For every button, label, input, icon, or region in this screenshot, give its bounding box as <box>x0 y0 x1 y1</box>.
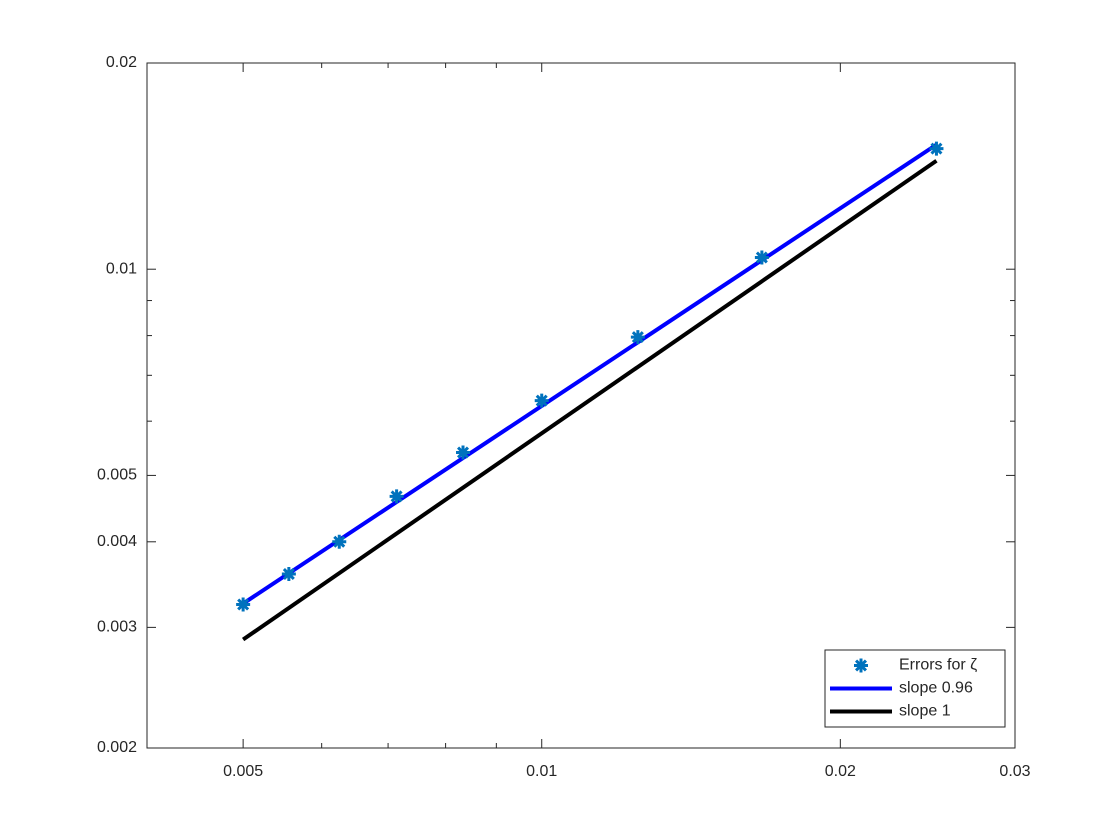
y-tick-label: 0.005 <box>97 467 137 484</box>
legend-marker <box>854 658 868 673</box>
legend-label: slope 1 <box>899 703 951 720</box>
series-line <box>242 142 938 606</box>
y-tick-label: 0.01 <box>106 260 137 277</box>
y-tick-label: 0.02 <box>106 54 137 71</box>
data-point <box>236 597 251 612</box>
data-point <box>630 330 645 345</box>
data-point <box>332 534 347 549</box>
y-tick-label: 0.004 <box>97 533 137 550</box>
data-point <box>389 489 404 504</box>
y-tick-label: 0.003 <box>97 619 137 636</box>
legend: Errors for ζ slope 0.96 slope 1 <box>824 649 1006 728</box>
data-point <box>929 141 944 156</box>
data-point <box>456 445 471 460</box>
x-tick-label: 0.01 <box>526 763 557 780</box>
data-point <box>754 250 769 265</box>
y-tick-label: 0.002 <box>97 739 137 756</box>
data-point <box>281 566 296 581</box>
series-line <box>241 159 938 642</box>
legend-label: slope 0.96 <box>899 680 973 697</box>
legend-label: Errors for ζ <box>899 657 977 674</box>
x-tick-label: 0.03 <box>999 763 1030 780</box>
x-tick-label: 0.02 <box>825 763 856 780</box>
x-tick-label: 0.005 <box>223 763 263 780</box>
data-point <box>534 393 549 408</box>
